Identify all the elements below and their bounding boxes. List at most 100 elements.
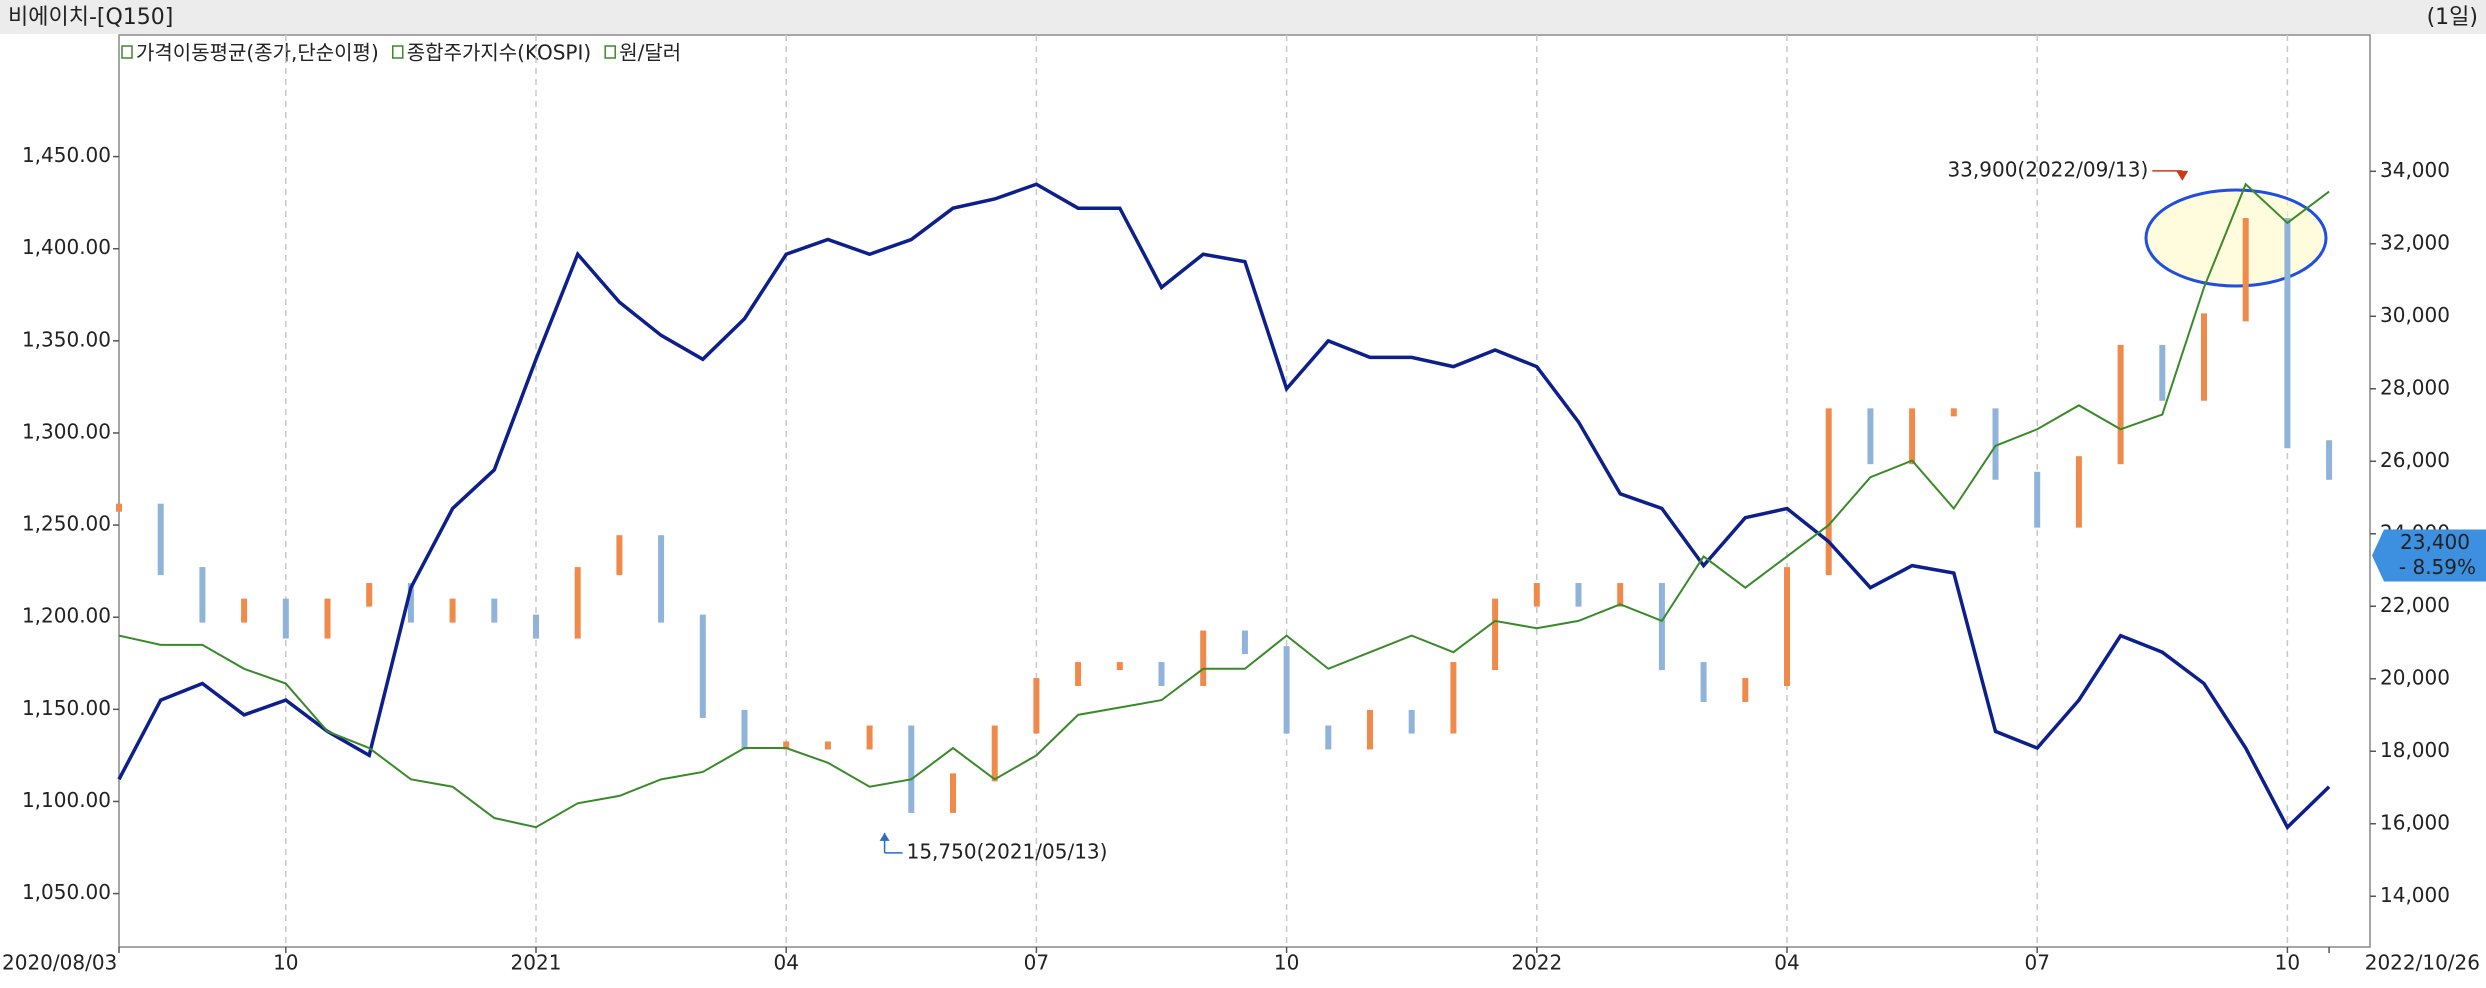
x-tick-label: 10 [273, 951, 298, 975]
y-tick-label: 1,150.00 [22, 696, 111, 720]
price-bar [1825, 408, 1832, 576]
price-bar [1200, 630, 1207, 687]
annotation-arrowhead [879, 832, 890, 841]
price-bar [407, 583, 414, 623]
plot-frame [118, 34, 2371, 948]
last-price-label: 23,400 [2400, 530, 2470, 554]
price-bar [324, 598, 331, 639]
series-line [118, 182, 2330, 829]
price-bar [2034, 471, 2041, 528]
x-tick-label: 10 [2275, 951, 2300, 975]
y-tick-label: 1,200.00 [22, 604, 111, 628]
price-bar [282, 598, 289, 639]
price-bar [574, 567, 581, 639]
legend-swatch [392, 45, 404, 59]
x-tick-label: 07 [2024, 951, 2049, 975]
price-bar [1575, 583, 1582, 607]
period-label: (1일) [2427, 5, 2478, 30]
price-bar [741, 709, 748, 750]
price-bar [1742, 678, 1749, 702]
y2-tick-label: 18,000 [2380, 738, 2450, 762]
y-tick-label: 1,300.00 [22, 419, 111, 443]
price-bar [157, 503, 164, 576]
x-tick-label: 04 [773, 951, 798, 975]
price-bar [1950, 408, 1957, 417]
y2-tick-label: 30,000 [2380, 303, 2450, 327]
price-bar [116, 503, 122, 512]
y2-tick-label: 14,000 [2380, 883, 2450, 907]
price-bar [1784, 567, 1790, 687]
price-bar [824, 741, 831, 750]
x-tick-label: 2021 [511, 951, 562, 975]
y2-tick-label: 34,000 [2380, 158, 2450, 182]
price-bar [1116, 662, 1123, 671]
price-bar [616, 535, 623, 576]
y-tick-label: 1,250.00 [22, 512, 111, 536]
y-tick-label: 1,450.00 [22, 143, 111, 167]
y-tick-label: 1,400.00 [22, 235, 111, 259]
series-line [117, 182, 2331, 831]
annotation-arrowhead [2176, 170, 2189, 181]
price-bar [991, 725, 998, 782]
last-price-change: - 8.59% [2399, 555, 2476, 579]
legend-label: 원/달러 [619, 41, 681, 65]
price-bar [1617, 583, 1624, 607]
price-bar [1909, 408, 1916, 465]
price-bar [1450, 662, 1457, 734]
price-bar [783, 741, 790, 750]
price-bar [2201, 313, 2207, 401]
price-bar [1700, 662, 1707, 702]
x-tick-label: 07 [1024, 951, 1049, 975]
x-tick-label: 04 [1774, 951, 1799, 975]
price-bar [1283, 646, 1290, 734]
price-bar [866, 725, 873, 750]
price-bar [2075, 456, 2082, 528]
price-bar [1325, 725, 1332, 750]
price-bar [1867, 408, 1874, 465]
price-bar [658, 535, 665, 623]
price-bar [366, 583, 373, 607]
price-bar [1658, 583, 1665, 671]
price-bar [449, 598, 456, 623]
price-bar [1992, 408, 1999, 480]
header-bar [0, 0, 2486, 34]
price-bar [2159, 344, 2166, 401]
y2-tick-label: 20,000 [2380, 665, 2450, 689]
x-tick-label: 2020/08/03 [2, 951, 117, 975]
price-bar [908, 725, 915, 813]
x-tick-label: 10 [1274, 951, 1299, 975]
y2-tick-label: 16,000 [2380, 810, 2450, 834]
price-bar [2284, 218, 2291, 449]
y2-tick-label: 28,000 [2380, 375, 2450, 399]
price-bar [1408, 709, 1415, 734]
price-bar [950, 773, 956, 813]
legend-swatch [604, 45, 616, 59]
x-tick-label: 2022/10/26 [2365, 951, 2480, 975]
price-bar [241, 598, 248, 623]
annotation-label: 33,900(2022/09/13) [1947, 157, 2148, 181]
price-bar [699, 614, 706, 718]
y2-tick-label: 32,000 [2380, 230, 2450, 254]
last-price-box [2372, 529, 2486, 582]
y2-tick-label: 26,000 [2380, 448, 2450, 472]
price-bar [2242, 218, 2249, 322]
price-bar [1075, 662, 1082, 687]
legend-swatch [121, 45, 133, 59]
price-bar [533, 614, 539, 639]
price-bar [1492, 598, 1499, 671]
price-bar [1533, 583, 1540, 607]
chart-title: 비에이치-[Q150] [8, 5, 173, 30]
price-bar [491, 598, 498, 623]
price-bar [1158, 662, 1165, 687]
legend-label: 가격이동평균(종가,단순이평) [136, 41, 379, 65]
legend-label: 종합주가지수(KOSPI) [407, 41, 591, 65]
y-tick-label: 1,050.00 [22, 880, 111, 904]
annotation-label: 15,750(2021/05/13) [907, 839, 1108, 863]
x-tick-label: 2022 [1511, 951, 1562, 975]
price-bar [1367, 709, 1373, 750]
price-bar [2117, 344, 2124, 465]
price-bar [1033, 678, 1040, 734]
y-tick-label: 1,350.00 [22, 327, 111, 351]
y2-tick-label: 22,000 [2380, 593, 2450, 617]
